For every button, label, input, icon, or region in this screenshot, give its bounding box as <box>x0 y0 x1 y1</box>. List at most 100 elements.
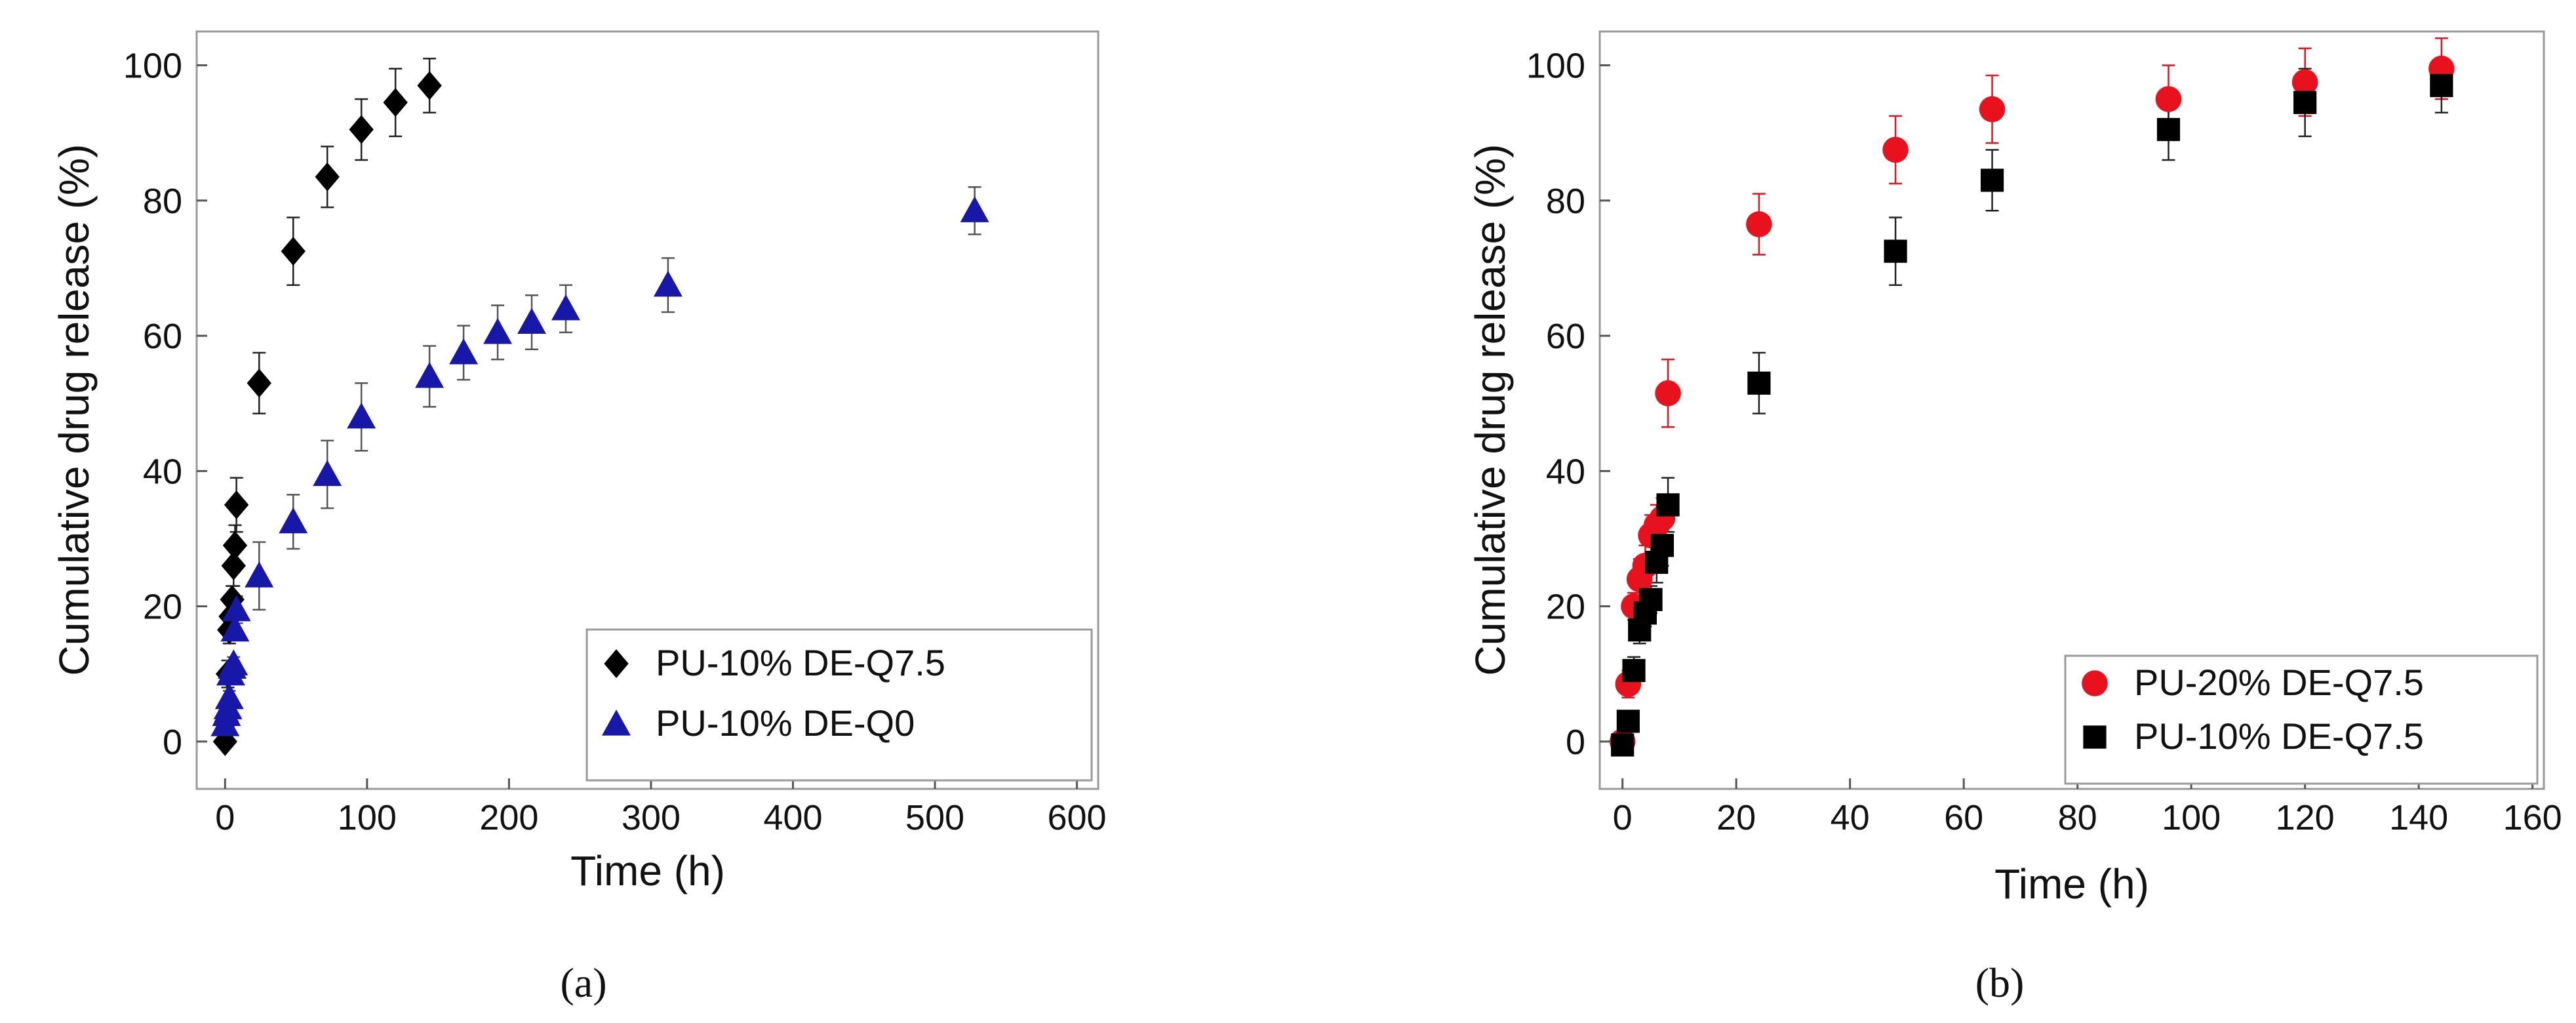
data-point-series-1 <box>2155 86 2182 112</box>
data-point-series-2 <box>219 649 248 675</box>
x-tick-label: 160 <box>2503 798 2562 837</box>
legend-label-2: PU-10% DE-Q7.5 <box>2134 715 2424 757</box>
y-tick-label: 60 <box>1546 317 1585 356</box>
x-axis-label-a: Time (h) <box>570 847 725 894</box>
data-point-series-2 <box>1980 169 2004 192</box>
panel-a: 0 100 200 300 400 500 600 0 20 40 60 80 100 Time (h… <box>50 30 1107 1006</box>
y-tick-label: 0 <box>1566 723 1585 762</box>
data-point-series-2 <box>1616 710 1640 733</box>
data-point-series-2 <box>1656 493 1680 517</box>
data-point-series-2 <box>415 361 445 388</box>
data-point-series-1 <box>1746 211 1772 237</box>
x-tick-label: 200 <box>479 798 538 837</box>
data-point-series-1 <box>281 237 306 266</box>
data-point-series-1 <box>417 71 442 100</box>
data-point-series-2 <box>2430 73 2453 98</box>
data-point-series-1 <box>222 531 248 560</box>
data-point-series-2 <box>2293 90 2317 114</box>
y-tick-label: 80 <box>143 182 182 221</box>
legend-marker-1 <box>2082 670 2108 696</box>
y-tick-label: 100 <box>123 47 182 86</box>
y-axis-label-a: Cumulative drug release (%) <box>50 144 98 676</box>
data-point-series-1 <box>224 490 249 519</box>
data-point-series-1 <box>247 369 271 398</box>
panel-label-b: (b) <box>1975 959 2025 1006</box>
data-point-series-2 <box>214 683 244 710</box>
legend-label-1: PU-10% DE-Q7.5 <box>656 642 945 683</box>
data-point-series-2 <box>483 317 513 344</box>
data-point-series-1 <box>349 115 374 144</box>
panel-b: 0 20 40 60 80 100 120 140 160 0 20 40 60 80 100 Time … <box>1467 30 2562 1006</box>
x-tick-label: 400 <box>763 798 822 837</box>
data-point-series-2 <box>222 595 251 622</box>
x-tick-label: 40 <box>1831 798 1870 837</box>
x-tick-label: 60 <box>1944 798 1983 837</box>
x-tick-label: 0 <box>215 798 235 837</box>
x-tick-label: 120 <box>2276 798 2335 837</box>
data-point-series-1 <box>1655 380 1681 407</box>
x-ticks-b: 0 20 40 60 80 100 120 140 160 <box>1613 778 2562 837</box>
x-axis-label-b: Time (h) <box>1994 860 2149 908</box>
legend-b: PU-20% DE-Q7.5 PU-10% DE-Q7.5 <box>2064 654 2539 785</box>
data-point-series-2 <box>1622 658 1646 683</box>
legend-entries-b: PU-20% DE-Q7.5 PU-10% DE-Q7.5 <box>2082 662 2424 757</box>
data-point-series-2 <box>1884 239 1907 263</box>
data-point-series-2 <box>449 338 479 365</box>
data-point-series-2 <box>220 615 250 642</box>
y-tick-label: 20 <box>1546 588 1585 627</box>
data-point-series-2 <box>347 402 376 429</box>
markers-a <box>210 71 989 756</box>
legend-a: PU-10% DE-Q7.5 PU-10% DE-Q0 <box>585 628 1093 782</box>
legend-box-b <box>2064 654 2539 785</box>
legend-label-2: PU-10% DE-Q0 <box>656 702 915 744</box>
data-point-series-1 <box>1882 136 1909 163</box>
y-tick-label: 20 <box>143 588 182 627</box>
legend-marker-2 <box>602 710 631 736</box>
x-tick-label: 500 <box>905 798 964 837</box>
x-tick-label: 0 <box>1613 798 1633 837</box>
legend-marker-2 <box>2083 725 2107 749</box>
data-point-series-1 <box>1979 96 2006 123</box>
data-point-series-1 <box>2291 69 2318 96</box>
legend-marker-1 <box>604 649 629 678</box>
data-point-series-2 <box>517 308 547 334</box>
data-point-series-1 <box>383 88 408 117</box>
plot-frame-a <box>195 30 1100 790</box>
data-point-series-2 <box>960 196 989 222</box>
y-tick-label: 80 <box>1546 182 1585 221</box>
data-point-series-2 <box>313 460 342 487</box>
data-point-series-2 <box>1611 733 1635 757</box>
data-point-series-2 <box>1639 588 1663 611</box>
data-point-series-2 <box>2156 117 2181 142</box>
y-axis-label-b: Cumulative drug release (%) <box>1467 144 1514 676</box>
x-tick-label: 300 <box>622 798 681 837</box>
y-tick-label: 40 <box>143 452 182 491</box>
x-tick-label: 80 <box>2058 798 2097 837</box>
plot-frame-b <box>1598 30 2545 790</box>
data-point-series-2 <box>1650 534 1674 557</box>
x-tick-label: 100 <box>2162 798 2221 837</box>
data-point-series-1 <box>221 551 246 580</box>
errorbars-b <box>1621 37 2448 729</box>
data-point-series-2 <box>551 294 580 321</box>
data-point-series-1 <box>315 162 340 191</box>
x-ticks-a: 0 100 200 300 400 500 600 <box>215 778 1107 837</box>
x-tick-label: 20 <box>1716 798 1756 837</box>
panel-label-a: (a) <box>560 959 606 1006</box>
x-tick-label: 600 <box>1047 798 1106 837</box>
data-point-series-2 <box>653 270 683 297</box>
y-tick-label: 100 <box>1526 47 1585 86</box>
data-point-series-2 <box>1747 371 1771 395</box>
x-tick-label: 100 <box>338 798 397 837</box>
y-ticks-b: 0 20 40 60 80 100 <box>1526 47 1610 762</box>
legend-entries-a: PU-10% DE-Q7.5 PU-10% DE-Q0 <box>602 642 945 744</box>
data-point-series-2 <box>279 507 308 534</box>
y-tick-label: 40 <box>1546 452 1585 491</box>
markers-b <box>1609 55 2455 757</box>
y-tick-label: 0 <box>163 723 182 762</box>
x-tick-label: 140 <box>2389 798 2448 837</box>
legend-label-1: PU-20% DE-Q7.5 <box>2134 662 2424 703</box>
data-point-series-2 <box>245 561 274 588</box>
y-ticks-a: 0 20 40 60 80 100 <box>123 47 207 762</box>
